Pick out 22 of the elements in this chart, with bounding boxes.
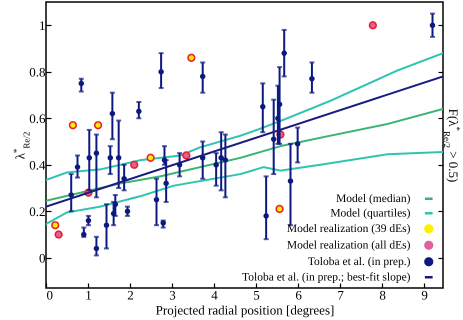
- x-tick-label: 4: [211, 288, 218, 302]
- x-tick-label: 8: [379, 288, 386, 302]
- y-tick-label: 0.8: [29, 64, 46, 80]
- y-tick-label: 1: [39, 18, 46, 33]
- x-tick-label: 3: [169, 288, 176, 302]
- legend-label: Model (quartiles): [330, 207, 411, 220]
- legend-label: Model (median): [336, 192, 411, 205]
- x-axis-title: Projected radial position [degrees]: [156, 302, 334, 318]
- x-tick-label: 7: [337, 288, 344, 302]
- x-tick-label: 2: [127, 288, 134, 302]
- x-tick-label: 1: [85, 288, 92, 302]
- legend-label: Model realization (39 dEs): [286, 222, 411, 235]
- legend-label: Toloba et al. (in prep.): [308, 256, 411, 268]
- x-tick-label: 9: [421, 288, 428, 302]
- x-tick-label: 6: [295, 288, 302, 302]
- y-tick-label: 0.6: [29, 110, 46, 126]
- legend-label: Toloba et al. (in prep.; best-fit slope): [242, 271, 411, 284]
- x-tick-label: 5: [253, 288, 260, 302]
- y-tick-label: 0.2: [29, 204, 46, 219]
- legend-label: Model realization (all dEs): [286, 239, 411, 252]
- y-tick-label: 0.4: [29, 157, 46, 172]
- y-tick-label: 0: [39, 250, 46, 266]
